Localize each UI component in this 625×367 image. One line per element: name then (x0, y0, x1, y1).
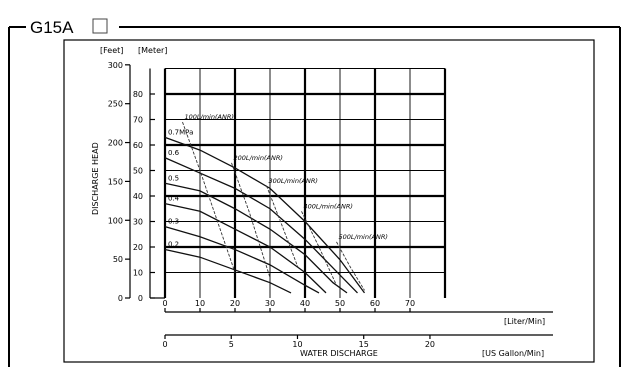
series-line (164, 136, 366, 294)
y-meter-tick-label: 60 (133, 141, 143, 150)
x-liter-tick-label: 50 (335, 299, 345, 308)
y-meter-tick-label: 20 (133, 243, 143, 252)
checkbox-square-icon (92, 18, 108, 34)
y-feet-tick-label: 150 (108, 177, 123, 186)
x-gallon-tick-label: 15 (359, 340, 369, 349)
flow-line (266, 185, 299, 268)
x-liter-tick-label: 20 (230, 299, 240, 308)
y-meter-tick-label: 50 (133, 167, 143, 176)
x-liter-tick-label: 70 (405, 299, 415, 308)
series-line (164, 225, 320, 294)
series-line (164, 203, 327, 294)
flow-line-label: 300L/min(ANR) (269, 177, 318, 185)
y-feet-tick-label: 250 (108, 100, 123, 109)
flow-line-label: 500L/min(ANR) (339, 233, 388, 241)
series: 0.7MPa 0.6 0.5 0.4 0.3 0.2 (164, 128, 366, 294)
series-label: 0.7MPa (168, 128, 193, 136)
x-liter-tick-label: 60 (370, 299, 380, 308)
x-liter-tick-label: 0 (162, 299, 167, 308)
flow-line-label: 100L/min(ANR) (185, 113, 234, 121)
y-unit-meter: [Meter] (138, 46, 167, 55)
y-meter-tick-label: 30 (133, 218, 143, 227)
flow-line-label: 400L/min(ANR) (304, 202, 353, 210)
frame: G15A (8, 18, 621, 367)
air-flow-lines: 100L/min(ANR) 200L/min(ANR) 300L/min(ANR) 4… (182, 113, 388, 291)
flow-line (301, 211, 337, 286)
flow-line (231, 162, 271, 278)
series-line (164, 248, 292, 294)
x-liter-tick-label: 10 (195, 299, 205, 308)
flow-line-label: 200L/min(ANR) (234, 154, 283, 162)
y-feet-tick-label: 50 (113, 255, 123, 264)
y-meter-tick-label: 10 (133, 269, 143, 278)
y-feet-tick-label: 200 (108, 139, 123, 148)
y-feet-tick-label: 0 (118, 294, 123, 303)
y-meter-tick-label: 80 (133, 90, 143, 99)
series-label: 0.6 (168, 149, 180, 157)
series-line (164, 182, 348, 294)
chart-inner-frame (63, 39, 595, 363)
y-feet-tick-label: 300 (108, 61, 123, 70)
flow-line (182, 121, 236, 273)
series-line (164, 157, 358, 294)
y-meter-tick-label: 70 (133, 116, 143, 125)
x-gallon-tick-label: 20 (425, 340, 435, 349)
x-unit-primary: [Liter/Min] (504, 317, 545, 326)
y-meter-tick-label: 0 (138, 294, 143, 303)
x-liter-tick-label: 30 (265, 299, 275, 308)
x-axis-title: WATER DISCHARGE (300, 349, 378, 358)
y-unit-feet: [Feet] (100, 46, 123, 55)
x-gallon-tick-label: 5 (229, 340, 234, 349)
y-axis-title: DISCHARGE HEAD (91, 142, 100, 215)
x-liter-tick-label: 40 (300, 299, 310, 308)
series-label: 0.2 (168, 241, 179, 249)
x-unit-secondary: [US Gallon/Min] (482, 349, 544, 358)
flow-line (336, 241, 365, 291)
y-meter-tick-label: 40 (133, 192, 143, 201)
chart-heading: G15A (30, 18, 74, 37)
series-label: 0.4 (168, 195, 180, 203)
series-label: 0.3 (168, 218, 179, 226)
y-feet-tick-label: 100 (108, 216, 123, 225)
x-gallon-tick-label: 10 (292, 340, 302, 349)
x-gallon-tick-label: 0 (162, 340, 167, 349)
series-label: 0.5 (168, 174, 179, 182)
